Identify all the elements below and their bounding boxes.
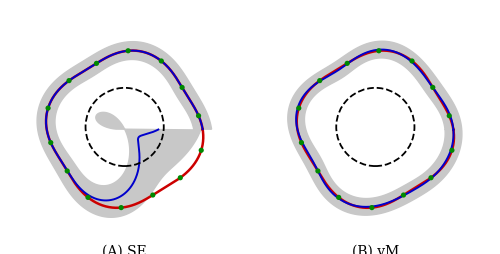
Point: [408, 59, 416, 63]
Polygon shape: [288, 41, 462, 215]
Point: [63, 169, 71, 173]
Point: [44, 106, 52, 110]
Point: [375, 49, 383, 53]
Point: [158, 59, 166, 63]
Point: [194, 114, 202, 118]
Point: [84, 195, 92, 199]
Point: [429, 85, 437, 89]
Point: [400, 193, 407, 197]
Point: [316, 78, 324, 83]
Point: [197, 148, 205, 152]
Point: [124, 49, 132, 53]
Polygon shape: [37, 42, 212, 217]
Text: (A) SE: (A) SE: [102, 244, 147, 254]
Point: [427, 176, 435, 180]
Point: [295, 106, 303, 110]
Point: [368, 205, 376, 210]
Point: [334, 195, 342, 199]
Point: [46, 141, 54, 145]
Point: [92, 61, 100, 65]
Point: [448, 148, 456, 152]
Point: [314, 169, 322, 173]
Point: [176, 176, 184, 180]
Point: [343, 61, 351, 65]
Point: [117, 205, 125, 210]
Point: [446, 114, 454, 118]
Point: [298, 141, 306, 145]
Point: [149, 193, 157, 197]
Point: [65, 78, 73, 83]
Text: (B) vM: (B) vM: [352, 244, 399, 254]
Point: [178, 85, 186, 89]
